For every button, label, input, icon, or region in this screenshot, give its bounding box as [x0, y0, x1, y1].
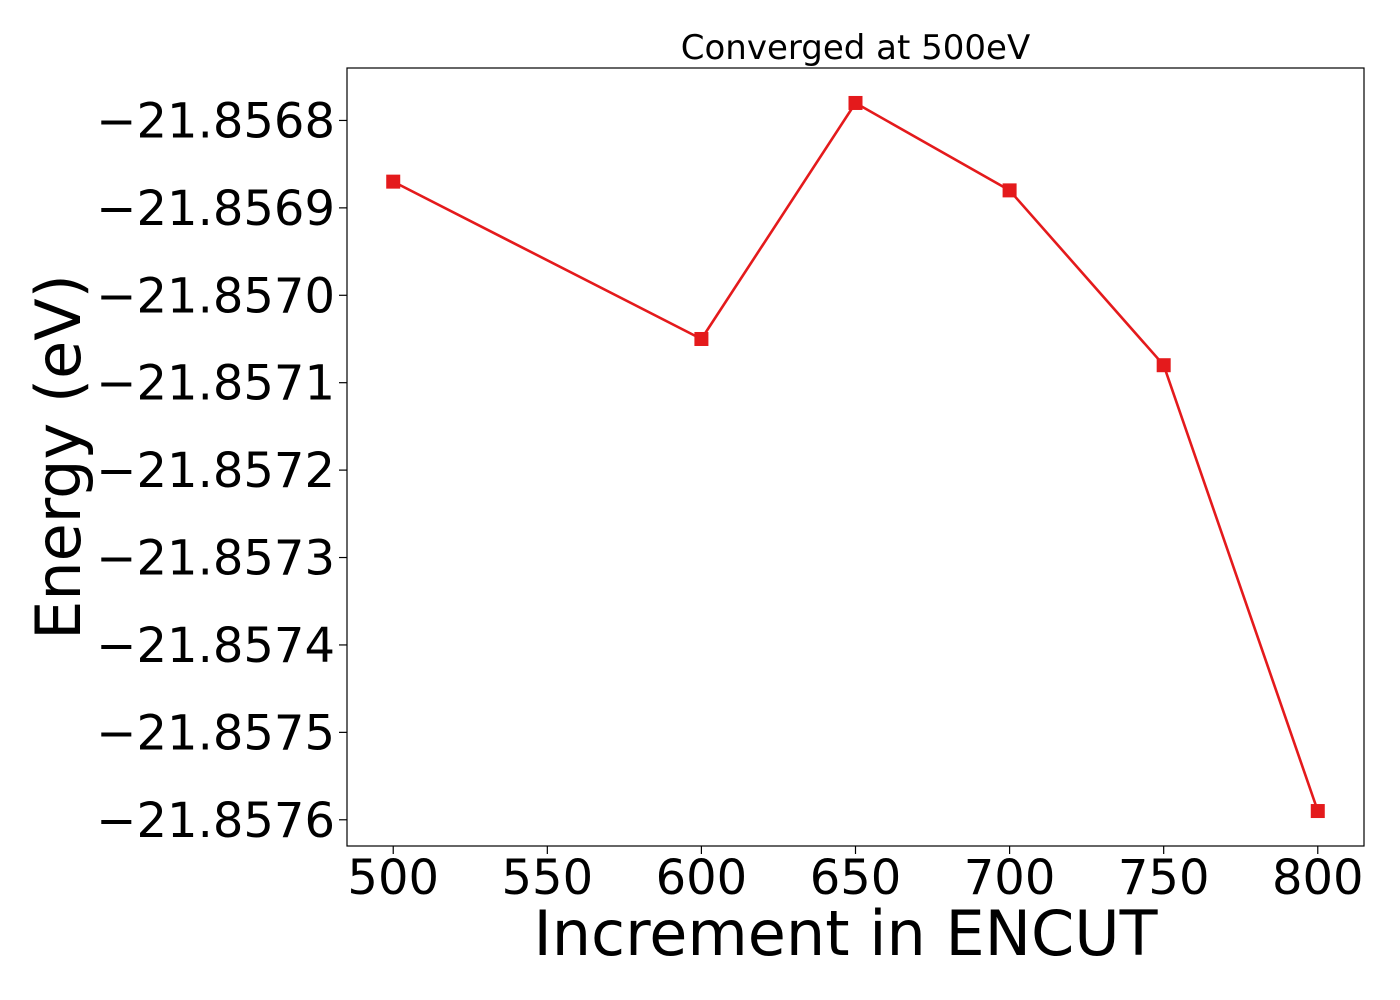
x-tick-label: 650 — [810, 850, 902, 906]
data-point-marker — [694, 331, 709, 346]
x-tick-label: 800 — [1272, 850, 1364, 906]
data-point-marker — [1002, 183, 1017, 198]
x-tick-label: 750 — [1118, 850, 1210, 906]
y-tick-label: −21.8569 — [96, 181, 335, 237]
x-axis-label: Increment in ENCUT — [533, 897, 1158, 970]
y-tick-label: −21.8572 — [96, 443, 335, 499]
chart-title: Converged at 500eV — [681, 28, 1030, 68]
x-tick-label: 550 — [502, 850, 594, 906]
y-axis-label: Energy (eV) — [22, 274, 95, 640]
x-tick-label: 700 — [964, 850, 1056, 906]
y-tick-label: −21.8575 — [96, 705, 335, 761]
y-tick-label: −21.8570 — [96, 268, 335, 324]
y-tick-label: −21.8573 — [96, 531, 335, 587]
plot-series — [386, 95, 1325, 819]
y-tick-label: −21.8568 — [96, 93, 335, 149]
x-tick-label: 600 — [656, 850, 748, 906]
plot-frame — [346, 67, 1365, 847]
data-point-marker — [386, 174, 401, 189]
data-point-marker — [848, 95, 863, 110]
data-point-marker — [1156, 358, 1171, 373]
y-tick-label: −21.8574 — [96, 618, 335, 674]
series-line — [392, 101, 1320, 812]
x-axis-ticks: 500 550 600 650 700 750 800 — [347, 846, 1364, 906]
y-tick-label: −21.8571 — [96, 356, 335, 412]
y-axis-ticks: −21.8568 −21.8569 −21.8570 −21.8571 −21.8572… — [96, 93, 347, 849]
data-point-marker — [1310, 804, 1325, 819]
y-tick-label: −21.8576 — [96, 793, 335, 849]
x-tick-label: 500 — [347, 850, 439, 906]
